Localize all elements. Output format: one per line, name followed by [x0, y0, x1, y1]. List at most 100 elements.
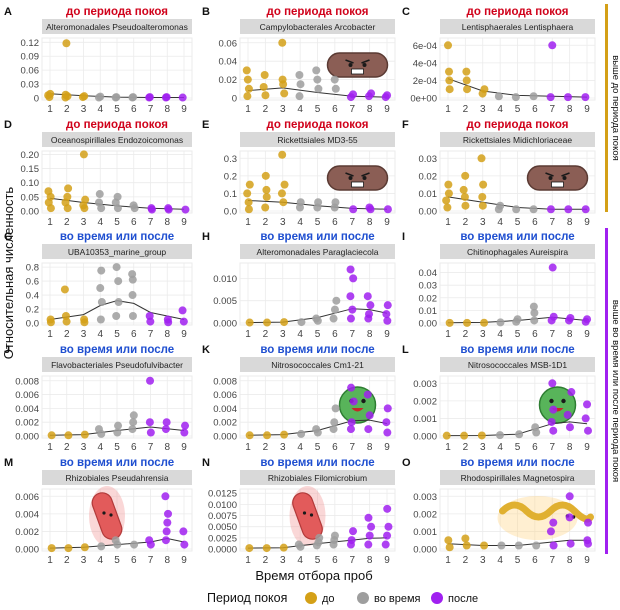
data-point-before: [442, 431, 451, 440]
y-tick-label: 0.0: [26, 319, 39, 330]
data-point-during: [114, 421, 123, 430]
x-tick-label: 9: [584, 555, 590, 566]
data-point-before: [477, 431, 486, 440]
data-point-after: [547, 417, 556, 426]
data-point-after: [581, 205, 590, 214]
data-point-before: [445, 543, 454, 552]
data-point-after: [549, 426, 558, 435]
y-tick-label: 0.0075: [208, 511, 237, 522]
data-point-after: [581, 93, 590, 102]
y-tick-label: 0.00: [21, 207, 40, 218]
x-tick-label: 8: [367, 442, 373, 453]
x-tick-label: 5: [515, 442, 521, 453]
data-point-after: [548, 263, 557, 272]
data-point-after: [583, 400, 592, 409]
data-point-after: [346, 292, 355, 301]
y-tick-label: 0.006: [15, 492, 39, 503]
y-tick-label: 0.004: [15, 404, 39, 415]
x-tick-label: 8: [164, 104, 170, 115]
y-tick-label: 0.0125: [208, 489, 237, 500]
data-point-after: [348, 305, 357, 314]
x-tick-label: 9: [384, 217, 390, 228]
data-point-after: [549, 312, 558, 321]
x-tick-label: 6: [332, 104, 338, 115]
data-point-before: [280, 180, 289, 189]
y-tick-label: 0.00: [419, 319, 438, 330]
x-tick-label: 6: [532, 442, 538, 453]
x-tick-label: 3: [81, 442, 87, 453]
data-point-after: [383, 504, 392, 513]
data-point-before: [280, 318, 289, 327]
legend-label-during: во время: [374, 593, 421, 605]
x-tick-label: 9: [584, 329, 590, 340]
data-point-before: [47, 431, 56, 440]
panel-strip: [42, 19, 192, 34]
data-point-during: [96, 315, 105, 324]
x-tick-label: 9: [584, 217, 590, 228]
data-point-after: [548, 41, 557, 50]
data-point-before: [463, 85, 472, 94]
y-tick-label: 0.002: [413, 396, 437, 407]
data-point-before: [278, 150, 287, 159]
x-tick-label: 3: [480, 442, 486, 453]
bacterium-rod-red-icon: [89, 486, 125, 546]
x-tick-label: 1: [47, 329, 53, 340]
data-point-after: [564, 205, 573, 214]
x-tick-label: 2: [463, 329, 469, 340]
data-point-during: [331, 404, 340, 413]
data-point-after: [147, 204, 156, 213]
data-point-after: [145, 418, 154, 427]
data-point-before: [262, 544, 271, 553]
data-point-after: [364, 540, 373, 549]
data-point-after: [384, 522, 393, 531]
data-point-before: [79, 150, 88, 159]
y-tick-label: 0.006: [15, 390, 39, 401]
panel-letter: B: [202, 6, 210, 18]
data-point-before: [245, 180, 254, 189]
y-tick-label: 0.8: [26, 263, 39, 274]
y-tick-label: 0: [232, 94, 237, 105]
data-point-after: [349, 397, 358, 406]
x-tick-label: 7: [349, 329, 355, 340]
panel-period-title: до периода покоя: [66, 119, 168, 131]
data-point-after: [161, 492, 170, 501]
side-label-before: выше до периода покоя: [605, 4, 620, 212]
data-point-before: [243, 92, 252, 101]
data-point-during: [94, 425, 103, 434]
x-tick-label: 2: [263, 329, 269, 340]
data-point-after: [365, 203, 374, 212]
x-tick-label: 6: [532, 555, 538, 566]
x-tick-label: 1: [47, 217, 53, 228]
panel-period-title: во время или после: [260, 231, 374, 243]
x-tick-label: 9: [181, 442, 187, 453]
panel-period-title: до периода покоя: [467, 119, 569, 131]
x-tick-label: 2: [64, 442, 70, 453]
x-tick-label: 1: [445, 555, 451, 566]
data-point-after: [162, 93, 171, 102]
data-point-during: [511, 93, 520, 102]
x-tick-label: 4: [297, 329, 303, 340]
panel-letter: G: [4, 231, 13, 243]
data-point-after: [366, 301, 375, 310]
y-tick-label: 0.02: [219, 75, 238, 86]
data-point-before: [460, 192, 469, 201]
x-tick-label: 5: [114, 329, 120, 340]
x-tick-label: 9: [384, 104, 390, 115]
x-tick-label: 8: [367, 555, 373, 566]
y-tick-label: 6e-04: [413, 41, 437, 52]
x-tick-label: 1: [445, 329, 451, 340]
y-tick-label: 0.04: [419, 268, 438, 279]
data-point-after: [365, 310, 374, 319]
x-tick-label: 4: [297, 104, 303, 115]
data-point-during: [112, 312, 121, 321]
data-point-before: [61, 90, 70, 99]
x-tick-label: 7: [549, 555, 555, 566]
side-label-after-text: выше во время или после периода покоя: [610, 300, 620, 482]
data-point-after: [347, 418, 356, 427]
x-tick-label: 2: [64, 329, 70, 340]
data-point-before: [280, 430, 289, 439]
y-tick-label: 0.03: [419, 281, 438, 292]
